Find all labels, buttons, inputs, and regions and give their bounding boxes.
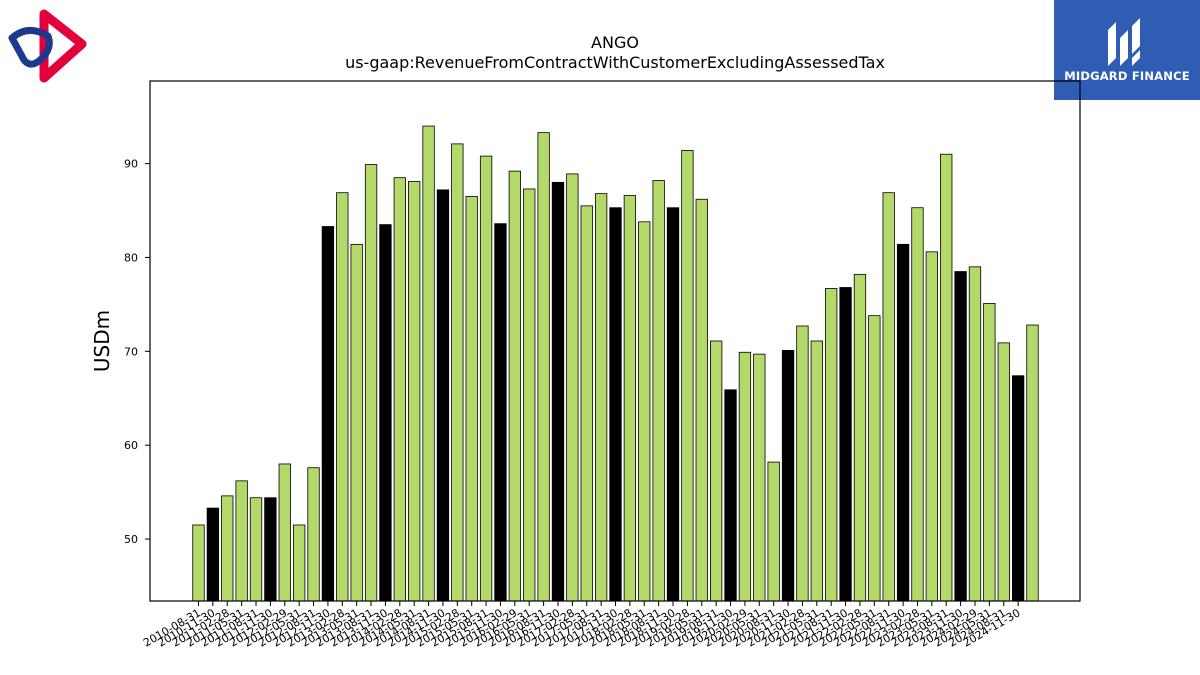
bar-2024-02-29 <box>968 266 982 602</box>
bar-2021-08-31 <box>825 288 838 602</box>
bar-2016-05-31 <box>523 188 536 602</box>
bar-2015-05-31 <box>465 196 478 602</box>
bar-2017-05-31 <box>580 205 593 602</box>
bar-2017-11-30 <box>609 207 622 602</box>
bar-2015-02-28 <box>451 143 464 602</box>
bar-2017-08-31 <box>594 193 608 602</box>
bar-2011-05-31 <box>235 480 248 602</box>
bar-2018-11-30 <box>666 207 680 602</box>
bar-2012-02-29 <box>278 463 291 602</box>
bar-2012-08-31 <box>307 467 320 602</box>
bar-2014-05-31 <box>408 181 421 602</box>
y-tick-label: 90 <box>124 158 138 171</box>
bar-2011-08-31 <box>249 497 263 602</box>
bar-2013-08-31 <box>364 164 378 602</box>
bar-2010-11-30 <box>206 507 220 602</box>
bar-2019-05-31 <box>695 198 708 602</box>
bar-2016-02-29 <box>508 170 521 602</box>
bar-2016-11-30 <box>551 181 565 602</box>
bar-2021-02-28 <box>796 325 809 602</box>
bar-2019-08-31 <box>710 340 723 602</box>
bar-2017-02-28 <box>566 173 579 602</box>
bar-2020-05-31 <box>753 353 766 602</box>
bar-2023-02-28 <box>911 207 924 602</box>
bar-2014-02-28 <box>393 177 406 602</box>
bar-2023-05-31 <box>925 251 938 602</box>
bar-2011-11-30 <box>264 497 277 602</box>
bar-2023-08-31 <box>940 153 953 602</box>
plot-frame <box>149 80 1081 602</box>
bar-2020-11-30 <box>781 349 795 602</box>
bar-2024-11-30 <box>1011 375 1025 602</box>
y-tick-label: 70 <box>124 345 138 358</box>
bar-2024-08-31 <box>997 342 1010 602</box>
bar-2013-02-28 <box>336 192 349 602</box>
bar-2023-11-30 <box>954 271 967 602</box>
bar-2019-02-28 <box>681 150 694 602</box>
bar-2010-08-31 <box>192 524 205 602</box>
bar-2020-02-29 <box>738 351 752 602</box>
bar-2015-11-30 <box>494 223 507 602</box>
bar-2024-05-31 <box>983 303 996 602</box>
bar-2021-05-31 <box>810 340 823 602</box>
bar-2022-02-28 <box>853 273 867 602</box>
bar-2019-11-30 <box>724 389 737 602</box>
bar-2013-11-30 <box>379 224 392 602</box>
bar-2020-08-31 <box>767 461 780 602</box>
bar-2022-11-30 <box>896 243 910 602</box>
y-tick-label: 80 <box>124 251 138 264</box>
brand-mark-icon <box>1108 18 1140 66</box>
bar-2014-11-30 <box>436 189 450 602</box>
x-axis: 2010-08-312010-11-302011-02-282011-05-31… <box>141 601 1023 650</box>
bar-2011-02-28 <box>221 495 234 602</box>
bar-2012-05-31 <box>293 524 306 602</box>
bar-2015-08-31 <box>479 155 493 602</box>
bar-undefined <box>1026 324 1039 602</box>
bar-2021-11-30 <box>839 287 852 602</box>
chart-title: ANGO <box>591 33 639 52</box>
bar-2014-08-31 <box>422 125 435 602</box>
y-tick-label: 60 <box>124 439 138 452</box>
company-logo-icon <box>8 9 87 83</box>
bar-2013-05-31 <box>350 243 363 602</box>
brand-logo: MIDGARD FINANCE <box>1054 0 1200 100</box>
bar-2012-11-30 <box>321 226 335 602</box>
bars-group <box>192 125 1039 602</box>
bar-2018-05-31 <box>638 221 651 602</box>
chart-subtitle: us-gaap:RevenueFromContractWithCustomerE… <box>345 53 885 72</box>
bar-2018-02-28 <box>623 195 637 602</box>
y-axis: 50 60 70 80 90 <box>124 158 150 546</box>
y-axis-label: USDm <box>90 310 114 372</box>
bar-2022-08-31 <box>882 192 895 602</box>
bar-2018-08-31 <box>652 180 665 602</box>
brand-name: MIDGARD FINANCE <box>1064 69 1190 83</box>
bar-2022-05-31 <box>868 315 881 602</box>
y-tick-label: 50 <box>124 533 138 546</box>
bar-2016-08-31 <box>537 132 550 602</box>
